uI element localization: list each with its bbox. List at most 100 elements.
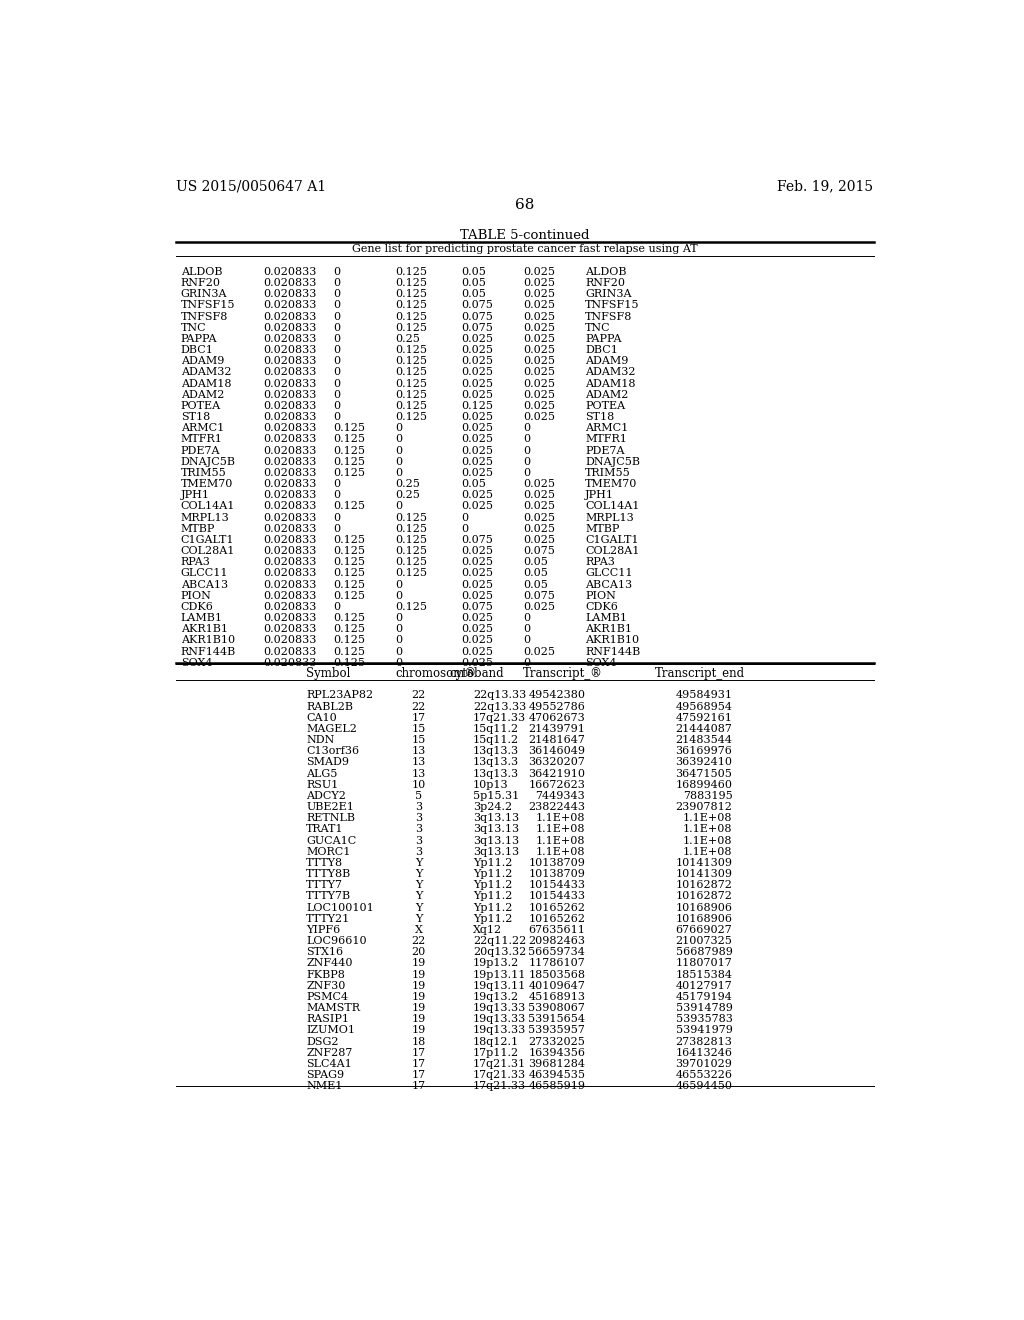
Text: RASIP1: RASIP1 bbox=[306, 1014, 349, 1024]
Text: ZNF30: ZNF30 bbox=[306, 981, 346, 991]
Text: 36421910: 36421910 bbox=[528, 768, 586, 779]
Text: 0.125: 0.125 bbox=[334, 457, 366, 467]
Text: 40109647: 40109647 bbox=[528, 981, 586, 991]
Text: 3p24.2: 3p24.2 bbox=[473, 803, 512, 812]
Text: 0.020833: 0.020833 bbox=[263, 569, 317, 578]
Text: 0.075: 0.075 bbox=[461, 301, 494, 310]
Text: 0.025: 0.025 bbox=[523, 289, 555, 300]
Text: 19q13.33: 19q13.33 bbox=[473, 1026, 526, 1035]
Text: 0.125: 0.125 bbox=[334, 469, 366, 478]
Text: 0.020833: 0.020833 bbox=[263, 602, 317, 612]
Text: 18q12.1: 18q12.1 bbox=[473, 1036, 519, 1047]
Text: 0: 0 bbox=[334, 524, 341, 533]
Text: 17q21.33: 17q21.33 bbox=[473, 1071, 526, 1080]
Text: PSMC4: PSMC4 bbox=[306, 991, 348, 1002]
Text: ADAM32: ADAM32 bbox=[180, 367, 231, 378]
Text: TNFSF8: TNFSF8 bbox=[180, 312, 228, 322]
Text: DSG2: DSG2 bbox=[306, 1036, 339, 1047]
Text: 0.125: 0.125 bbox=[395, 389, 427, 400]
Text: SOX4: SOX4 bbox=[180, 657, 212, 668]
Text: 0.025: 0.025 bbox=[523, 479, 555, 490]
Text: 0.020833: 0.020833 bbox=[263, 579, 317, 590]
Text: TNC: TNC bbox=[180, 323, 206, 333]
Text: TABLE 5-continued: TABLE 5-continued bbox=[460, 230, 590, 243]
Text: 19q13.2: 19q13.2 bbox=[473, 991, 519, 1002]
Text: RNF20: RNF20 bbox=[586, 279, 626, 288]
Text: 0.05: 0.05 bbox=[461, 479, 486, 490]
Text: 0.125: 0.125 bbox=[395, 524, 427, 533]
Text: 0.125: 0.125 bbox=[334, 502, 366, 511]
Text: 0: 0 bbox=[461, 512, 468, 523]
Text: 0.05: 0.05 bbox=[461, 279, 486, 288]
Text: 0.025: 0.025 bbox=[461, 657, 494, 668]
Text: TTTY8B: TTTY8B bbox=[306, 869, 351, 879]
Text: 0: 0 bbox=[334, 367, 341, 378]
Text: 19q13.33: 19q13.33 bbox=[473, 1014, 526, 1024]
Text: 13: 13 bbox=[412, 758, 426, 767]
Text: 49542380: 49542380 bbox=[528, 690, 586, 701]
Text: 0.025: 0.025 bbox=[523, 334, 555, 345]
Text: 0: 0 bbox=[395, 424, 402, 433]
Text: 56659734: 56659734 bbox=[528, 948, 586, 957]
Text: 19: 19 bbox=[412, 981, 426, 991]
Text: LOC100101: LOC100101 bbox=[306, 903, 374, 912]
Text: 46394535: 46394535 bbox=[528, 1071, 586, 1080]
Text: Yp11.2: Yp11.2 bbox=[473, 880, 512, 890]
Text: RNF144B: RNF144B bbox=[180, 647, 236, 656]
Text: ADAM18: ADAM18 bbox=[180, 379, 231, 388]
Text: 0.025: 0.025 bbox=[461, 612, 494, 623]
Text: UBE2E1: UBE2E1 bbox=[306, 803, 354, 812]
Text: 67669027: 67669027 bbox=[676, 925, 732, 935]
Text: AKR1B10: AKR1B10 bbox=[180, 635, 234, 645]
Text: 0: 0 bbox=[523, 424, 530, 433]
Text: DBC1: DBC1 bbox=[586, 345, 618, 355]
Text: 15: 15 bbox=[412, 735, 426, 744]
Text: TNC: TNC bbox=[586, 323, 611, 333]
Text: 0.125: 0.125 bbox=[334, 591, 366, 601]
Text: Y: Y bbox=[415, 869, 422, 879]
Text: MTFR1: MTFR1 bbox=[180, 434, 222, 445]
Text: 0.025: 0.025 bbox=[523, 279, 555, 288]
Text: TMEM70: TMEM70 bbox=[586, 479, 638, 490]
Text: RPL23AP82: RPL23AP82 bbox=[306, 690, 374, 701]
Text: 0: 0 bbox=[334, 301, 341, 310]
Text: ADAM9: ADAM9 bbox=[586, 356, 629, 366]
Text: 10154433: 10154433 bbox=[528, 880, 586, 890]
Text: Yp11.2: Yp11.2 bbox=[473, 891, 512, 902]
Text: 47592161: 47592161 bbox=[676, 713, 732, 723]
Text: TTTY21: TTTY21 bbox=[306, 913, 350, 924]
Text: 0: 0 bbox=[523, 446, 530, 455]
Text: LAMB1: LAMB1 bbox=[586, 612, 628, 623]
Text: 1.1E+08: 1.1E+08 bbox=[683, 847, 732, 857]
Text: MTFR1: MTFR1 bbox=[586, 434, 627, 445]
Text: 5: 5 bbox=[415, 791, 422, 801]
Text: Yp11.2: Yp11.2 bbox=[473, 913, 512, 924]
Text: Symbol: Symbol bbox=[306, 667, 350, 680]
Text: 0: 0 bbox=[395, 457, 402, 467]
Text: 0.125: 0.125 bbox=[334, 579, 366, 590]
Text: 10168906: 10168906 bbox=[676, 913, 732, 924]
Text: 0.025: 0.025 bbox=[523, 502, 555, 511]
Text: 0.020833: 0.020833 bbox=[263, 412, 317, 422]
Text: 39701029: 39701029 bbox=[676, 1059, 732, 1069]
Text: 0: 0 bbox=[395, 624, 402, 634]
Text: C13orf36: C13orf36 bbox=[306, 746, 359, 756]
Text: 0.125: 0.125 bbox=[334, 612, 366, 623]
Text: 0.125: 0.125 bbox=[334, 446, 366, 455]
Text: 23907812: 23907812 bbox=[676, 803, 732, 812]
Text: MTBP: MTBP bbox=[180, 524, 215, 533]
Text: 3q13.13: 3q13.13 bbox=[473, 836, 519, 846]
Text: 22q13.33: 22q13.33 bbox=[473, 702, 526, 711]
Text: 10: 10 bbox=[412, 780, 426, 789]
Text: 0.020833: 0.020833 bbox=[263, 279, 317, 288]
Text: DNAJC5B: DNAJC5B bbox=[586, 457, 640, 467]
Text: 23822443: 23822443 bbox=[528, 803, 586, 812]
Text: 0.020833: 0.020833 bbox=[263, 267, 317, 277]
Text: CDK6: CDK6 bbox=[586, 602, 618, 612]
Text: 0.020833: 0.020833 bbox=[263, 301, 317, 310]
Text: 0.025: 0.025 bbox=[523, 267, 555, 277]
Text: 0.020833: 0.020833 bbox=[263, 647, 317, 656]
Text: 49584931: 49584931 bbox=[676, 690, 732, 701]
Text: TNFSF15: TNFSF15 bbox=[586, 301, 640, 310]
Text: TRIM55: TRIM55 bbox=[586, 469, 631, 478]
